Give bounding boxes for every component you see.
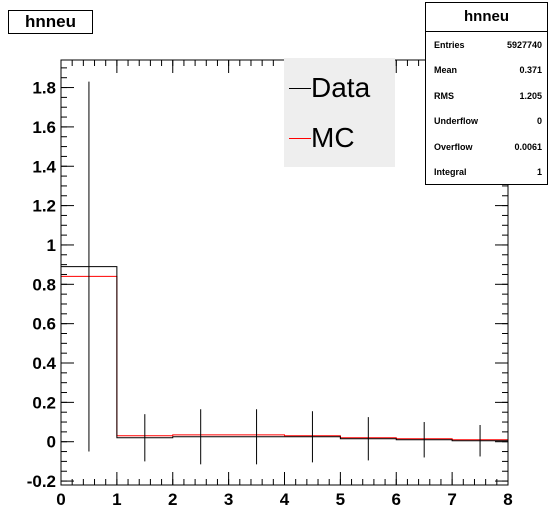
y-tick-label: 0.6 [32,315,56,334]
y-tick-label: 0 [47,433,56,452]
y-tick-label: -0.2 [27,472,56,491]
y-tick-label: 1 [47,236,56,255]
stats-box: hnneu Entries 5927740 Mean 0.371 RMS 1.2… [425,2,548,185]
stats-label: Overflow [434,141,473,152]
histogram-title: hnneu [8,10,93,34]
x-tick-label: 4 [280,490,290,509]
x-tick-label: 3 [224,490,233,509]
legend-label-data: Data [311,72,371,103]
y-tick-label: 0.4 [32,354,56,373]
legend: Data MC [284,58,395,167]
legend-label-mc: MC [311,122,355,153]
y-tick-label: 1.6 [32,118,56,137]
stats-value: 0.0061 [514,141,542,152]
stats-row-overflow: Overflow 0.0061 [426,134,547,160]
stats-label: Entries [434,39,465,50]
stats-label: Mean [434,65,458,76]
series-mc-step-line [61,275,508,441]
y-tick-label: 1.4 [32,157,56,176]
series-data-step-line [61,266,508,442]
stats-value: 0.371 [519,65,542,76]
y-tick-label: 1.2 [32,197,56,216]
legend-line-data [289,88,311,89]
x-tick-label: 6 [392,490,401,509]
stats-row-mean: Mean 0.371 [426,58,547,84]
x-tick-label: 7 [447,490,456,509]
x-tick-label: 5 [336,490,345,509]
y-tick-label: 0.8 [32,275,56,294]
stats-value: 1 [536,167,542,178]
x-tick-label: 0 [56,490,65,509]
stats-label: RMS [434,90,454,101]
stats-row-underflow: Underflow 0 [426,109,547,135]
x-tick-label: 8 [503,490,512,509]
legend-line-mc [289,138,311,139]
stats-row-integral: Integral 1 [426,160,547,186]
y-tick-label: 0.2 [32,393,56,412]
stats-value: 0 [536,116,542,127]
legend-entry-data: Data [284,63,395,113]
stats-label: Underflow [434,116,478,127]
x-tick-label: 2 [168,490,177,509]
stats-row-rms: RMS 1.205 [426,83,547,109]
stats-value: 1.205 [519,90,542,101]
legend-entry-mc: MC [284,113,395,163]
x-tick-label: 1 [112,490,121,509]
y-tick-label: 1.8 [32,79,56,98]
stats-row-entries: Entries 5927740 [426,32,547,58]
stats-title: hnneu [426,3,547,32]
stats-label: Integral [434,167,467,178]
stats-value: 5927740 [506,39,542,50]
